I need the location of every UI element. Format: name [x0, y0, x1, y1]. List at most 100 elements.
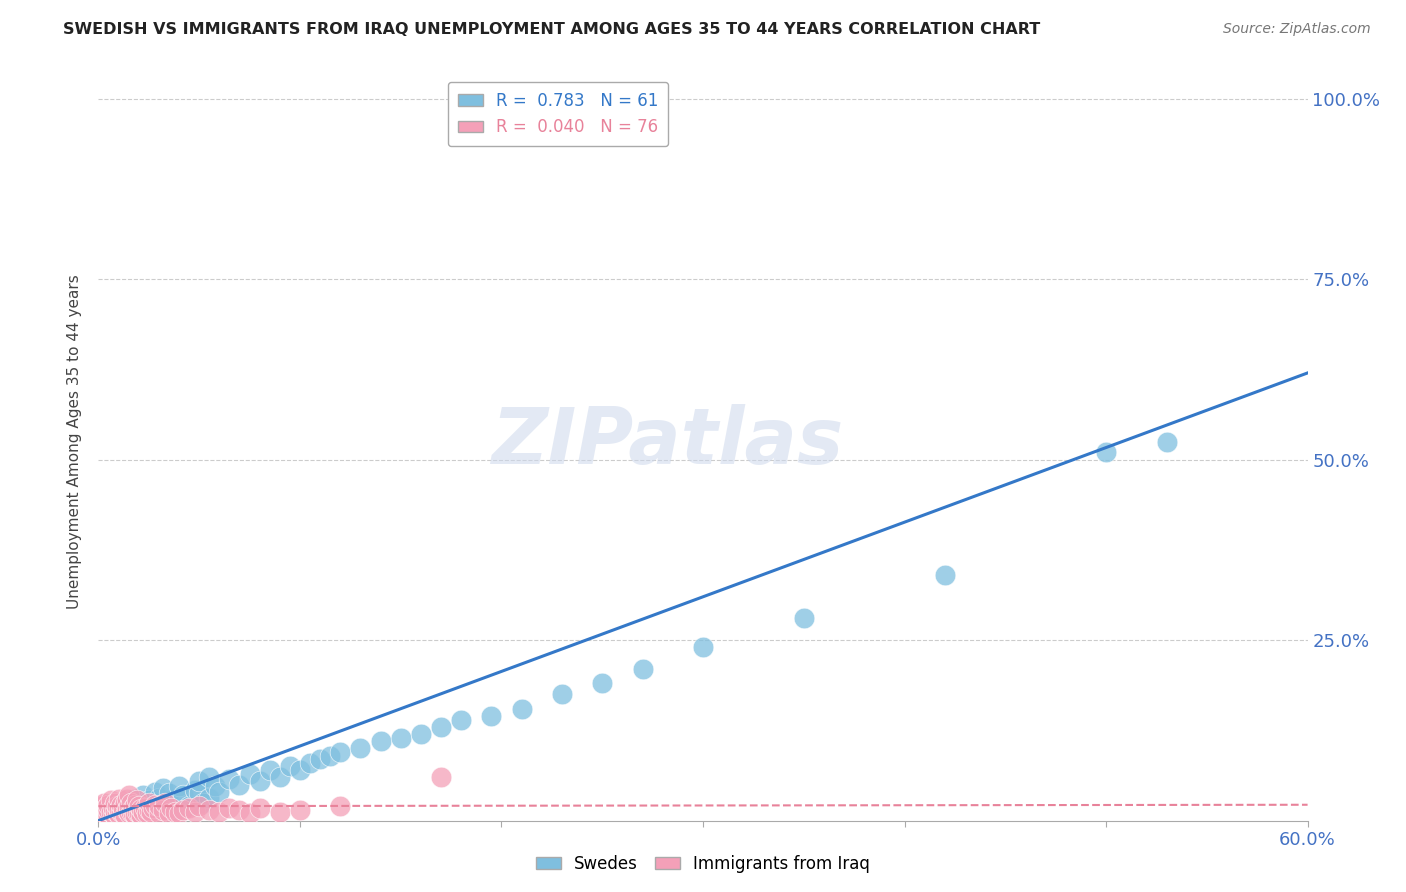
- Legend: R =  0.783   N = 61, R =  0.040   N = 76: R = 0.783 N = 61, R = 0.040 N = 76: [447, 82, 668, 146]
- Point: [184, 805, 207, 819]
- Point: [118, 806, 141, 821]
- Point: [163, 805, 186, 819]
- Point: [103, 809, 125, 823]
- Point: [198, 803, 221, 817]
- Point: [124, 792, 146, 806]
- Point: [450, 713, 472, 727]
- Point: [114, 808, 136, 822]
- Point: [129, 802, 152, 816]
- Point: [288, 763, 311, 777]
- Point: [142, 800, 165, 814]
- Point: [934, 568, 956, 582]
- Point: [239, 766, 262, 780]
- Point: [228, 803, 250, 817]
- Point: [389, 731, 412, 745]
- Point: [91, 799, 114, 814]
- Point: [125, 805, 148, 819]
- Point: [349, 741, 371, 756]
- Point: [288, 803, 311, 817]
- Point: [103, 806, 125, 821]
- Point: [172, 789, 194, 803]
- Point: [329, 745, 352, 759]
- Point: [121, 800, 143, 814]
- Point: [128, 799, 150, 814]
- Point: [96, 806, 118, 821]
- Point: [249, 800, 271, 814]
- Point: [121, 806, 143, 821]
- Point: [111, 799, 134, 814]
- Point: [249, 773, 271, 788]
- Point: [93, 796, 115, 810]
- Point: [115, 803, 138, 817]
- Point: [188, 773, 211, 788]
- Point: [100, 805, 122, 819]
- Point: [132, 805, 155, 819]
- Point: [692, 640, 714, 655]
- Point: [87, 810, 110, 824]
- Point: [160, 800, 183, 814]
- Point: [110, 805, 132, 819]
- Point: [157, 806, 180, 821]
- Point: [188, 799, 211, 814]
- Point: [134, 800, 156, 814]
- Point: [101, 800, 124, 814]
- Point: [107, 803, 129, 817]
- Point: [430, 770, 453, 784]
- Point: [309, 752, 332, 766]
- Point: [111, 800, 134, 814]
- Point: [152, 781, 174, 796]
- Point: [143, 797, 166, 812]
- Point: [120, 805, 142, 819]
- Point: [114, 796, 136, 810]
- Point: [198, 790, 221, 805]
- Point: [157, 796, 180, 810]
- Point: [1095, 445, 1118, 459]
- Point: [269, 805, 291, 819]
- Point: [124, 808, 146, 822]
- Point: [129, 808, 152, 822]
- Point: [208, 785, 231, 799]
- Point: [138, 803, 160, 817]
- Point: [167, 792, 190, 806]
- Point: [167, 806, 190, 821]
- Point: [148, 799, 170, 814]
- Point: [228, 778, 250, 792]
- Point: [96, 800, 118, 814]
- Text: Source: ZipAtlas.com: Source: ZipAtlas.com: [1223, 22, 1371, 37]
- Point: [299, 756, 322, 770]
- Point: [128, 797, 150, 812]
- Point: [107, 808, 129, 822]
- Point: [143, 785, 166, 799]
- Point: [138, 803, 160, 817]
- Point: [132, 789, 155, 803]
- Point: [319, 748, 342, 763]
- Point: [135, 806, 157, 821]
- Point: [409, 727, 432, 741]
- Point: [148, 799, 170, 814]
- Point: [551, 687, 574, 701]
- Point: [93, 805, 115, 819]
- Point: [114, 808, 136, 822]
- Point: [329, 799, 352, 814]
- Point: [110, 797, 132, 812]
- Point: [120, 800, 142, 814]
- Point: [115, 792, 138, 806]
- Point: [118, 789, 141, 803]
- Point: [193, 796, 215, 810]
- Point: [179, 800, 201, 814]
- Text: SWEDISH VS IMMIGRANTS FROM IRAQ UNEMPLOYMENT AMONG AGES 35 TO 44 YEARS CORRELATI: SWEDISH VS IMMIGRANTS FROM IRAQ UNEMPLOY…: [63, 22, 1040, 37]
- Point: [157, 786, 180, 800]
- Point: [97, 797, 120, 812]
- Point: [239, 806, 262, 821]
- Point: [148, 806, 170, 821]
- Text: ZIPatlas: ZIPatlas: [491, 403, 842, 480]
- Point: [591, 676, 613, 690]
- Point: [138, 793, 160, 807]
- Point: [120, 796, 142, 810]
- Point: [259, 763, 281, 777]
- Point: [430, 720, 453, 734]
- Point: [118, 805, 141, 819]
- Point: [218, 800, 240, 814]
- Point: [128, 806, 150, 821]
- Point: [152, 803, 174, 817]
